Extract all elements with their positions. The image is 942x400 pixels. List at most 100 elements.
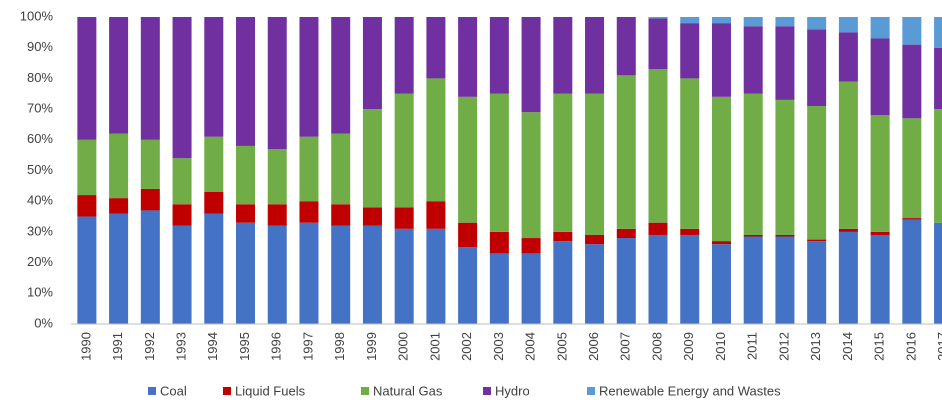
x-tick-label: 2008 <box>649 332 664 361</box>
legend-swatch <box>361 387 369 395</box>
bar-segment <box>299 17 319 137</box>
bar-segment <box>648 222 668 235</box>
x-tick-label: 1995 <box>237 332 252 361</box>
legend-label: Coal <box>160 383 187 398</box>
bar-segment <box>616 75 636 229</box>
bar-segment <box>743 26 763 94</box>
bar-segment <box>553 241 573 324</box>
bar-segment <box>711 241 731 245</box>
bar-segment <box>521 238 541 254</box>
bar-segment <box>172 204 192 226</box>
bar-segment <box>648 234 668 324</box>
x-tick-label: 1999 <box>364 332 379 361</box>
bar-segment <box>838 228 858 232</box>
x-tick-label: 2006 <box>586 332 601 361</box>
bar-segment <box>838 32 858 82</box>
bar-segment <box>711 244 731 324</box>
bar-segment <box>807 17 827 30</box>
x-tick-label: 2011 <box>745 332 760 360</box>
x-tick-label: 2016 <box>903 332 918 361</box>
x-tick-label: 2007 <box>618 332 633 361</box>
bar-segment <box>140 17 160 140</box>
bar-segment <box>711 17 731 24</box>
bar-segment <box>521 253 541 324</box>
bar-segment <box>585 244 605 324</box>
bar-segment <box>489 17 509 94</box>
bar-segment <box>807 241 827 324</box>
x-tick-label: 2013 <box>808 332 823 361</box>
x-tick-label: 2015 <box>872 332 887 361</box>
bar-segment <box>331 225 351 324</box>
y-tick-label: 100% <box>20 8 54 23</box>
bar-segment <box>109 133 129 199</box>
bar-segment <box>680 228 700 235</box>
bar-segment <box>807 29 827 107</box>
legend-swatch <box>148 387 156 395</box>
bar-segment <box>236 145 256 205</box>
bar-segment <box>299 136 319 202</box>
bar-segment <box>680 23 700 79</box>
bar-segment <box>362 109 382 208</box>
bar-segment <box>743 234 763 237</box>
bar-segment <box>902 44 922 119</box>
bar-segment <box>426 17 446 79</box>
bar-segment <box>362 207 382 226</box>
x-tick-label: 1990 <box>78 332 93 361</box>
bar-segment <box>426 78 446 202</box>
bar-segment <box>838 81 858 229</box>
x-tick-label: 2002 <box>459 332 474 361</box>
bar-segment <box>902 218 922 220</box>
bar-segment <box>553 17 573 94</box>
bar-segment <box>553 231 573 242</box>
bar-segment <box>743 93 763 235</box>
legend-swatch <box>587 387 595 395</box>
bar-segment <box>585 234 605 245</box>
x-tick-label: 1994 <box>205 332 220 361</box>
bar-segment <box>204 17 224 137</box>
bar-segment <box>934 222 942 324</box>
x-tick-label: 2017 <box>935 332 942 361</box>
bar-segment <box>331 204 351 226</box>
bar-segment <box>109 17 129 134</box>
bar-segment <box>870 234 890 324</box>
bar-segment <box>902 219 922 324</box>
y-tick-label: 80% <box>27 70 53 85</box>
legend-label: Renewable Energy and Wastes <box>599 383 781 398</box>
y-tick-label: 0% <box>34 315 53 330</box>
bar-segment <box>394 17 414 94</box>
bar-segment <box>204 191 224 214</box>
bar-segment <box>362 17 382 110</box>
legend-swatch <box>223 387 231 395</box>
x-tick-label: 2005 <box>554 332 569 361</box>
bar-segment <box>140 188 160 211</box>
bar-segment <box>236 17 256 146</box>
bar-segment <box>838 231 858 324</box>
bar-segment <box>807 239 827 242</box>
bar-segment <box>236 222 256 324</box>
y-tick-label: 90% <box>27 39 53 54</box>
bar-segment <box>553 93 573 232</box>
bar-segment <box>616 17 636 76</box>
x-tick-label: 1993 <box>173 332 188 361</box>
y-tick-label: 30% <box>27 223 53 238</box>
x-tick-label: 1998 <box>332 332 347 361</box>
bar-segment <box>172 158 192 205</box>
bar-segment <box>616 228 636 239</box>
bar-segment <box>521 17 541 113</box>
bar-segment <box>902 118 922 219</box>
x-tick-label: 1997 <box>300 332 315 361</box>
bar-segment <box>934 109 942 223</box>
bar-segment <box>775 17 795 27</box>
bar-segment <box>616 238 636 324</box>
bar-segment <box>870 115 890 232</box>
bar-segment <box>77 216 97 324</box>
bar-segment <box>267 149 287 205</box>
bar-segment <box>648 17 668 19</box>
bar-segment <box>140 139 160 189</box>
bar-segment <box>775 99 795 235</box>
bar-segment <box>458 96 478 223</box>
bar-segment <box>77 195 97 217</box>
bar-segment <box>775 236 795 324</box>
